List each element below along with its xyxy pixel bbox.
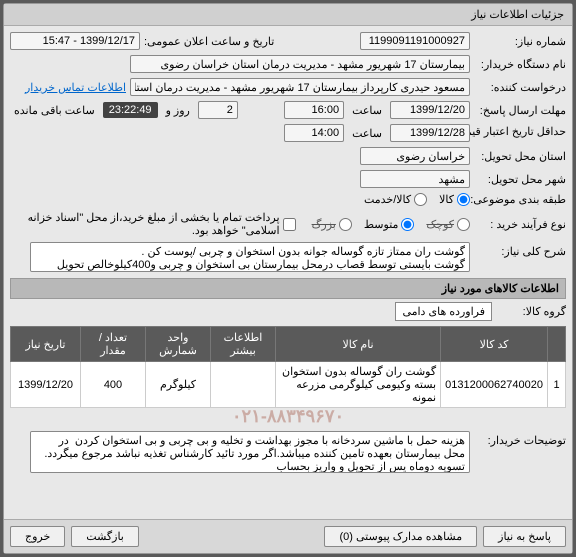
proc-medium-radio[interactable]: [401, 218, 414, 231]
need-number-label: شماره نیاز:: [474, 35, 566, 48]
info-window: جزئیات اطلاعات نیاز شماره نیاز: تاریخ و …: [3, 3, 573, 554]
proc-small-label: کوچک: [426, 218, 454, 231]
deadline-date-field: [390, 101, 470, 119]
buyer-notes-label: توضیحات خریدار:: [474, 431, 566, 447]
proc-small-option[interactable]: کوچک: [426, 218, 470, 231]
treasury-option[interactable]: پرداخت تمام یا بخشی از مبلغ خرید،از محل …: [10, 211, 296, 237]
days-remain-field: [198, 101, 238, 119]
proc-small-radio[interactable]: [457, 218, 470, 231]
desc-label: شرح کلی نیاز:: [474, 242, 566, 258]
group-value: فراورده های دامی: [395, 302, 492, 321]
proc-large-option[interactable]: بزرگ: [312, 218, 352, 231]
table-row: 1 0131200062740020 گوشت ران گوساله بدون …: [11, 362, 566, 408]
need-number-field: [360, 32, 470, 50]
cell-unit: کیلوگرم: [146, 362, 211, 408]
days-label: روز و: [162, 104, 194, 117]
proc-large-radio[interactable]: [339, 218, 352, 231]
deadline-time-field: [284, 101, 344, 119]
delivery-state-label: استان محل تحویل:: [474, 150, 566, 163]
footer-bar: پاسخ به نیاز مشاهده مدارک پیوستی (0) باز…: [4, 519, 572, 553]
announce-field: [10, 32, 140, 50]
buyer-notes-textarea: [30, 431, 470, 473]
treasury-checkbox[interactable]: [283, 218, 296, 231]
window-title: جزئیات اطلاعات نیاز: [4, 4, 572, 26]
delivery-state-field: [360, 147, 470, 165]
announce-label: تاریخ و ساعت اعلان عمومی:: [144, 35, 274, 48]
th-more: اطلاعات بیشتر: [211, 327, 276, 362]
buyer-org-label: نام دستگاه خریدار:: [474, 58, 566, 71]
budget-service-radio[interactable]: [414, 193, 427, 206]
process-label: نوع فرآیند خرید :: [474, 218, 566, 231]
back-button[interactable]: بازگشت: [71, 526, 139, 547]
th-idx: [548, 327, 566, 362]
answer-button[interactable]: پاسخ به نیاز: [483, 526, 566, 547]
min-validity-date-field: [390, 124, 470, 142]
cell-idx: 1: [548, 362, 566, 408]
th-name: نام کالا: [276, 327, 441, 362]
contact-link[interactable]: اطلاعات تماس خریدار: [25, 81, 126, 94]
proc-large-label: بزرگ: [312, 218, 336, 231]
budget-goods-option[interactable]: کالا: [439, 193, 470, 206]
time-label-2: ساعت: [348, 127, 386, 140]
cell-name: گوشت ران گوساله بدون استخوان بسته وکیومی…: [276, 362, 441, 408]
group-label: گروه کالا:: [496, 305, 566, 318]
th-code: کد کالا: [441, 327, 548, 362]
min-validity-time-field: [284, 124, 344, 142]
budget-goods-label: کالا: [439, 193, 454, 206]
th-unit: واحد شمارش: [146, 327, 211, 362]
proc-medium-label: متوسط: [364, 218, 399, 231]
min-validity-label: حداقل تاریخ اعتبار قیمت: تا تاریخ:: [474, 126, 566, 139]
exit-button[interactable]: خروج: [10, 526, 65, 547]
attachments-button[interactable]: مشاهده مدارک پیوستی (0): [324, 526, 477, 547]
deadline-label: مهلت ارسال پاسخ:: [474, 104, 566, 117]
delivery-city-field: [360, 170, 470, 188]
budget-label: طبقه بندی موضوعی:: [474, 193, 566, 206]
items-table: کد کالا نام کالا اطلاعات بیشتر واحد شمار…: [10, 326, 566, 408]
budget-service-label: کالا/خدمت: [364, 193, 411, 206]
requester-label: درخواست کننده:: [474, 81, 566, 94]
remain-label: ساعت باقی مانده: [10, 104, 99, 117]
watermark-phone: ۰۲۱-۸۸۳۴۹۶۷۰: [10, 406, 566, 427]
th-date: تاریخ نیاز: [11, 327, 81, 362]
treasury-label: پرداخت تمام یا بخشی از مبلغ خرید،از محل …: [10, 211, 280, 237]
budget-service-option[interactable]: کالا/خدمت: [364, 193, 427, 206]
proc-medium-option[interactable]: متوسط: [364, 218, 415, 231]
buyer-org-field: [130, 55, 470, 73]
th-qty: تعداد / مقدار: [81, 327, 146, 362]
content-area: شماره نیاز: تاریخ و ساعت اعلان عمومی: نا…: [4, 26, 572, 519]
requester-field: [130, 78, 470, 96]
delivery-city-label: شهر محل تحویل:: [474, 173, 566, 186]
cell-qty: 400: [81, 362, 146, 408]
section-items-header: اطلاعات کالاهای مورد نیاز: [10, 278, 566, 299]
time-label-1: ساعت: [348, 104, 386, 117]
countdown-box: 23:22:49: [103, 102, 158, 118]
desc-textarea: [30, 242, 470, 272]
cell-date: 1399/12/20: [11, 362, 81, 408]
cell-code: 0131200062740020: [441, 362, 548, 408]
budget-goods-radio[interactable]: [457, 193, 470, 206]
cell-more: [211, 362, 276, 408]
